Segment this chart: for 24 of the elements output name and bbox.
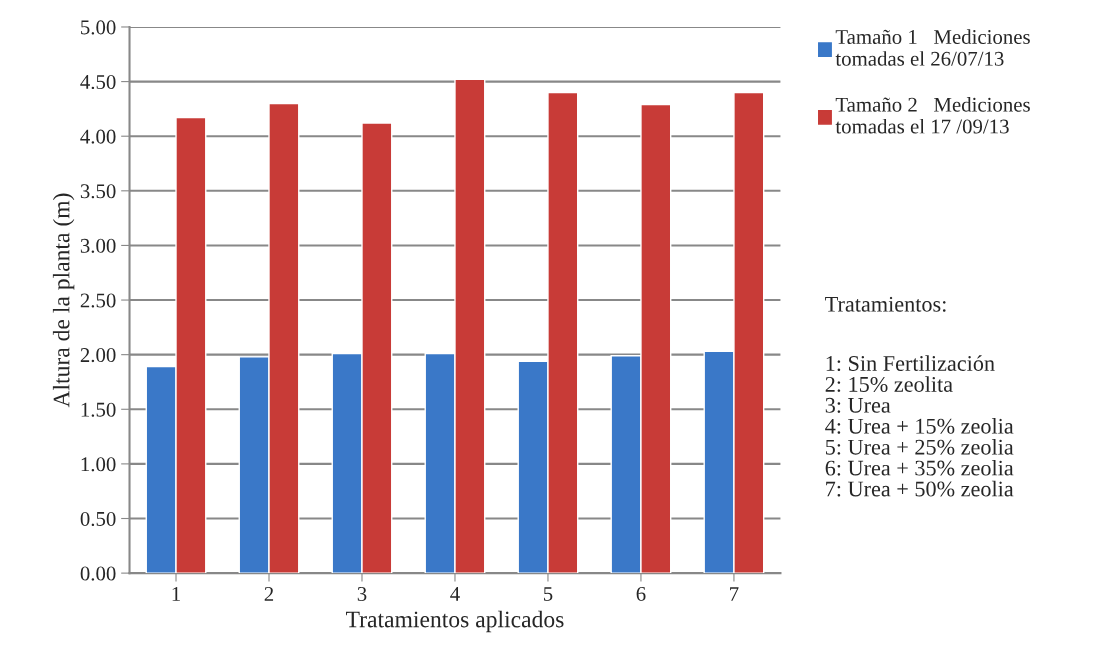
y-tick-label: 3.00 [80, 238, 116, 253]
y-tick-label: 1.00 [81, 457, 116, 472]
x-tick-label: 6 [636, 586, 646, 601]
y-tick-label: 2.50 [80, 293, 116, 308]
text: Tratamientos: [825, 296, 946, 312]
y-tick-label: 3.50 [80, 184, 116, 199]
y-tick-label: 1.50 [81, 402, 116, 417]
y-tick-label: 0.50 [80, 511, 116, 527]
y-tick-label: 2.00 [80, 348, 116, 363]
x-tick-label: 4 [450, 587, 460, 601]
y-tick-label: 5.00 [81, 20, 116, 35]
y-tick-label: 4.50 [80, 74, 116, 90]
y-tick-label: 0.00 [80, 566, 116, 581]
legend-label: Tamaño 1 Mediciones tomadas el 26/07/13 [835, 29, 1030, 66]
legend-label: Tamaño 2 Mediciones tomadas el 17 /09/13 [835, 97, 1030, 134]
x-tick-label: 2 [264, 586, 274, 601]
x-tick-label: 1 [172, 587, 180, 601]
text: 1: Sin Fertilización 2: 15% zeolita 3: Urea 4: Urea + 15% zeolia 5: Urea + 25% zeolia 6: Urea + 35% zeolia 7: Urea + 50% zeolia [825, 355, 1014, 497]
y-axis-title: Altura de la planta (m) [52, 193, 75, 408]
y-tick-label: 4.00 [80, 129, 116, 144]
x-tick-label: 5 [543, 587, 553, 601]
x-tick-label: 7 [730, 587, 739, 601]
x-axis-title: Tratamientos aplicados [346, 610, 564, 633]
x-tick-label: 3 [357, 586, 367, 601]
